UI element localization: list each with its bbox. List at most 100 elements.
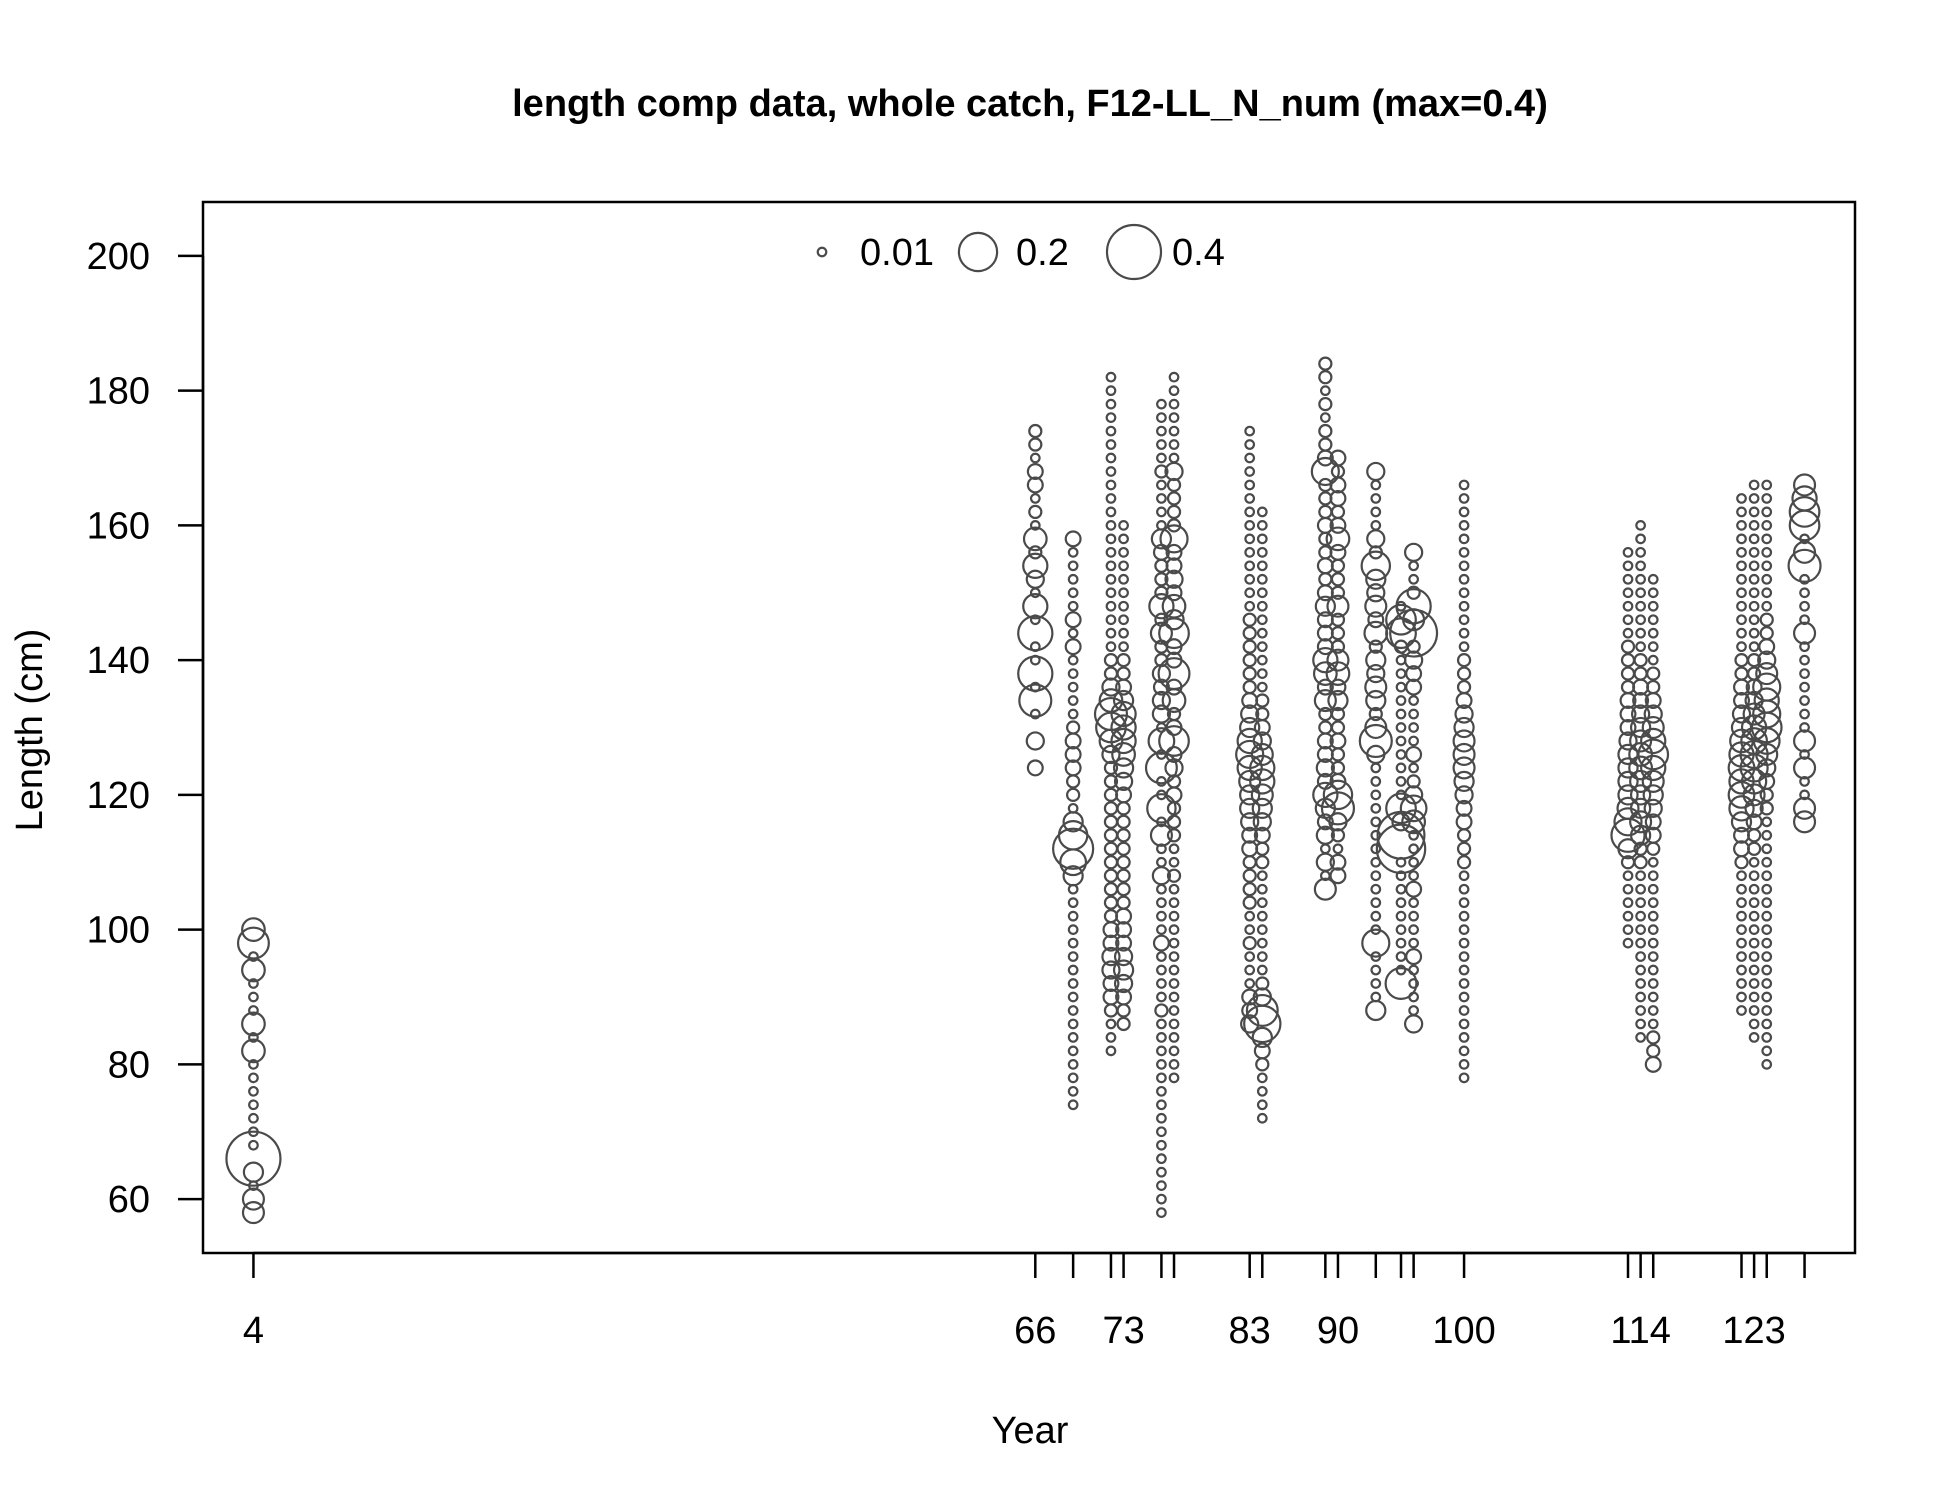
x-tick-label: 73 (1102, 1310, 1144, 1352)
bubble (1395, 870, 1407, 882)
bubble (248, 1126, 259, 1138)
bubble (1635, 614, 1646, 626)
bubble (1105, 587, 1117, 599)
bubble (1256, 1112, 1268, 1124)
bubble (1799, 776, 1810, 787)
bubble (1067, 897, 1079, 909)
bubble (1635, 560, 1646, 572)
bubble (1144, 751, 1178, 785)
x-tick-label: 90 (1317, 1310, 1359, 1352)
legend: 0.01 0.2 0.4 (816, 223, 1225, 281)
bubble (1028, 423, 1043, 439)
bubble (1168, 897, 1180, 909)
bubble (1255, 976, 1270, 991)
bubble (1458, 883, 1470, 895)
bubble (1635, 897, 1646, 909)
bubble (1066, 774, 1081, 789)
bubble (1318, 504, 1333, 520)
bubble (1368, 639, 1383, 654)
bubble (1748, 587, 1760, 599)
bubble (1029, 452, 1041, 464)
y-tick-label: 100 (87, 910, 150, 952)
bubble (1148, 593, 1175, 620)
bubble (1064, 759, 1082, 777)
bubble (1156, 1112, 1167, 1124)
bubble (1320, 791, 1356, 826)
bubble (1156, 1099, 1167, 1111)
bubble (1326, 648, 1350, 672)
bubble (242, 1161, 265, 1183)
bubble (1242, 679, 1257, 695)
bubble (1330, 504, 1346, 520)
bubble (1458, 951, 1470, 962)
bubble (1256, 1085, 1268, 1097)
bubble (1156, 520, 1167, 531)
bubble (1748, 479, 1760, 491)
bubble (1156, 398, 1167, 410)
bubble (1157, 657, 1191, 691)
bubble (1408, 870, 1419, 882)
bubble (1240, 704, 1260, 724)
bubble (1761, 897, 1773, 909)
bubble (1116, 801, 1131, 816)
bubble (1319, 843, 1331, 855)
bubble (248, 1085, 259, 1097)
bubble (1640, 754, 1667, 782)
bubble (1118, 546, 1129, 558)
bubble (1644, 813, 1662, 831)
bubble (1110, 714, 1137, 741)
bubble (1633, 666, 1648, 681)
bubble (1458, 1058, 1470, 1070)
bubble (1168, 1005, 1180, 1016)
bubble (1156, 1045, 1167, 1057)
bubble (1647, 1018, 1659, 1030)
bubble (1152, 934, 1170, 952)
bubble (1799, 654, 1810, 666)
bubble (1022, 593, 1049, 620)
bubble (1761, 883, 1773, 895)
bubble (1029, 520, 1041, 531)
bubble (1168, 991, 1180, 1003)
bubble (1310, 456, 1340, 487)
bubble (1102, 934, 1120, 952)
bubble (1318, 396, 1333, 412)
bubble (1793, 621, 1817, 645)
bubble (1793, 796, 1817, 820)
bubble (1736, 560, 1747, 572)
bubble (1156, 425, 1167, 437)
bubble (1629, 824, 1652, 846)
bubble (1330, 828, 1346, 843)
bubble (1635, 600, 1646, 612)
bubble (1168, 452, 1180, 464)
bubble (1799, 668, 1810, 679)
bubble (1105, 573, 1117, 585)
bubble (1619, 719, 1637, 736)
bubble (1761, 546, 1773, 558)
bubble (1067, 910, 1079, 922)
bubble (1799, 695, 1810, 706)
bubble (1252, 987, 1272, 1007)
bubble (1244, 493, 1256, 504)
bubble (1643, 704, 1663, 724)
bubble (1244, 533, 1256, 545)
bubble (1395, 776, 1407, 787)
bubble (1244, 910, 1256, 922)
bubble (1067, 1005, 1079, 1016)
bubble (1616, 796, 1640, 820)
bubble (1156, 856, 1167, 868)
bubble (1156, 1032, 1167, 1043)
bubble (1322, 779, 1354, 811)
bubble (1799, 749, 1810, 760)
bubble (1458, 1005, 1470, 1016)
bubble (1332, 843, 1344, 855)
bubble (1242, 639, 1257, 654)
bubble (1256, 951, 1268, 962)
bubble (1458, 924, 1470, 935)
bubble (248, 951, 259, 962)
bubble (1249, 768, 1276, 795)
bubble (1067, 560, 1079, 572)
bubble (1748, 627, 1760, 639)
bubble (1156, 439, 1167, 450)
bubble (1156, 479, 1167, 491)
bubble (1799, 641, 1810, 653)
